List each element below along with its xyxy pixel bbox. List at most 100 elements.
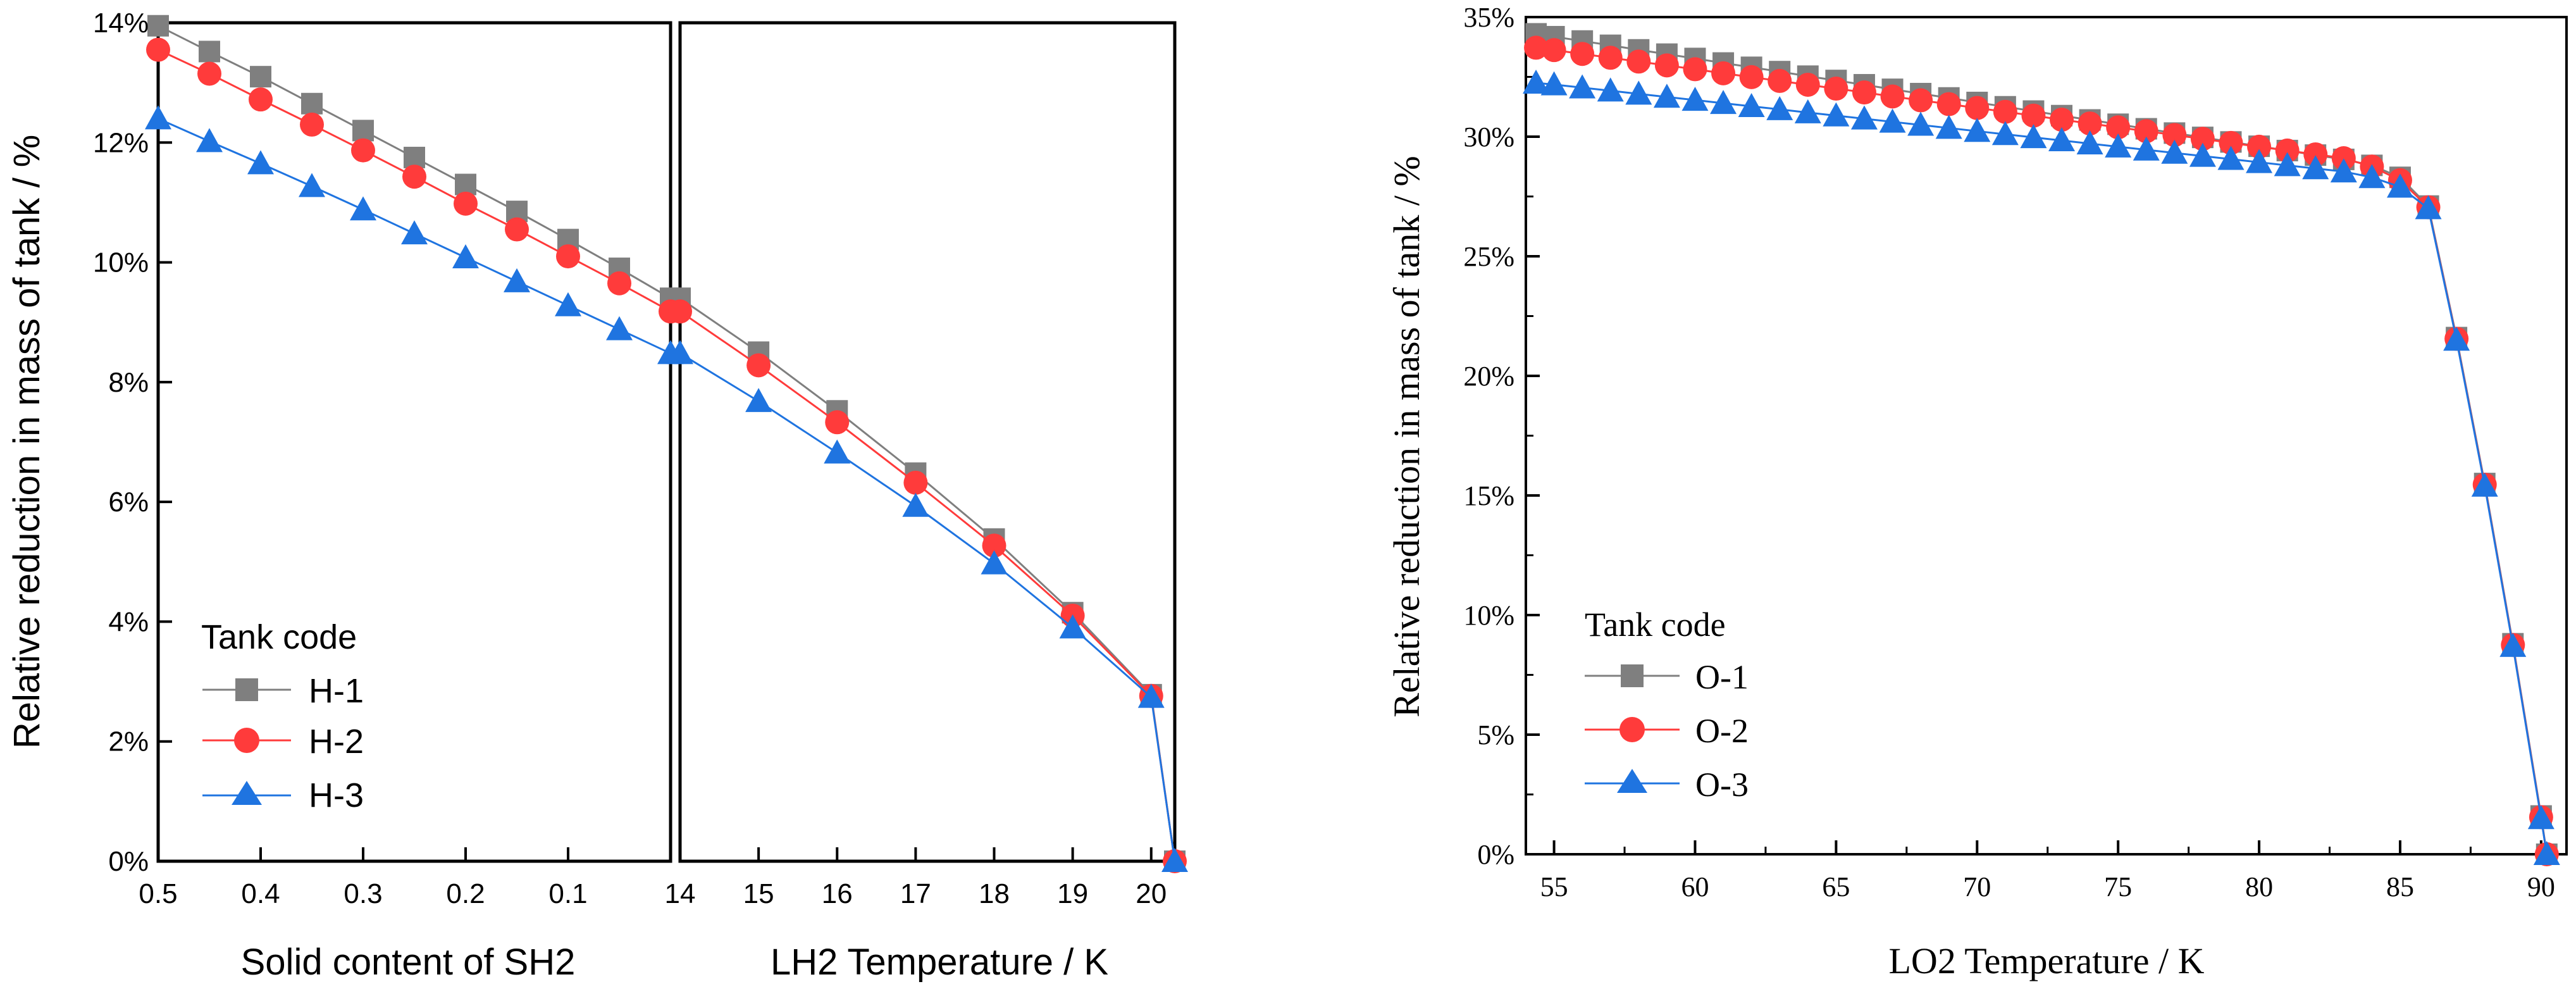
y-tick-label: 0% xyxy=(1477,839,1514,870)
data-point-o2-70 xyxy=(1965,96,1990,120)
data-point-o2-78 xyxy=(2190,127,2215,151)
x-tick-label: 60 xyxy=(1681,871,1709,902)
data-point-o3-86 xyxy=(2415,195,2442,220)
data-point-o2-56 xyxy=(1570,42,1595,66)
x-tick-label: 80 xyxy=(2245,871,2273,902)
legend-marker-square xyxy=(235,678,258,701)
legend-label-h1: H-1 xyxy=(309,672,364,710)
data-point-o2-64 xyxy=(1795,72,1820,97)
data-point-h1-0_35 xyxy=(301,92,323,115)
x-tick-label: 85 xyxy=(2386,871,2414,902)
data-point-h2-0_05 xyxy=(607,271,631,296)
legend-item-o2: O-2 xyxy=(1585,712,1749,750)
plot-frame-right-panel xyxy=(678,21,1177,863)
data-point-o3-60 xyxy=(1681,87,1709,111)
y-tick-label: 2% xyxy=(108,726,149,757)
data-point-o3-61 xyxy=(1710,90,1737,115)
data-point-h2-16 xyxy=(825,410,850,435)
y-tick-label: 15% xyxy=(1463,480,1514,511)
x-tick-label: 55 xyxy=(1540,871,1568,902)
legend-title: Tank code xyxy=(1585,606,1726,644)
data-point-o3-81 xyxy=(2274,152,2301,177)
data-point-o3-84 xyxy=(2358,164,2386,189)
data-point-h2-15 xyxy=(746,353,771,378)
x-tick-label: 0.4 xyxy=(241,878,280,909)
data-point-o3-64 xyxy=(1794,99,1821,123)
x-tick-label: 20 xyxy=(1136,878,1167,909)
legend: Tank code H-1 H-2 H-3 xyxy=(201,618,364,814)
data-point-o3-87 xyxy=(2443,327,2470,351)
y-tick-label: 12% xyxy=(93,127,149,158)
legend-label-h2: H-2 xyxy=(309,723,364,761)
y-tick-label: 6% xyxy=(108,487,149,518)
x-tick-label: 18 xyxy=(979,878,1010,909)
data-point-h2-0_35 xyxy=(300,112,324,137)
axis-ticks xyxy=(157,22,1153,862)
legend-item-o1: O-1 xyxy=(1585,658,1749,696)
data-point-h3-0_3 xyxy=(350,196,376,221)
data-point-h3-20 xyxy=(1137,683,1165,708)
x-tick-label: 0.1 xyxy=(548,878,587,909)
x-tick-label: 16 xyxy=(822,878,853,909)
data-point-o3-85 xyxy=(2386,173,2413,198)
x-tick-label: 90 xyxy=(2527,871,2555,902)
data-point-o3-77 xyxy=(2161,139,2188,164)
data-point-o2-61 xyxy=(1711,61,1736,85)
data-point-o2-77 xyxy=(2162,123,2187,147)
y-tick-label: 35% xyxy=(1463,2,1514,33)
data-point-o2-66 xyxy=(1852,80,1876,105)
data-point-h3-15 xyxy=(745,388,772,413)
data-point-h3-0_05 xyxy=(606,316,633,340)
legend-marker-square xyxy=(1621,664,1644,687)
data-point-h2-18 xyxy=(982,533,1006,558)
data-point-o2-75 xyxy=(2106,115,2131,140)
data-point-h2-0_2 xyxy=(454,191,478,216)
tick-labels: 0% 2% 4% 6% 8% 10% 12% 14% 0.5 0.4 0.3 0.2 0.1 14 15 16… xyxy=(93,8,1167,909)
x-tick-label: 0.5 xyxy=(139,878,177,909)
data-point-o3-90 xyxy=(2527,805,2554,830)
x-tick-label: 65 xyxy=(1822,871,1850,902)
data-point-h3-19 xyxy=(1059,614,1086,638)
x-axis-title-solid-content: Solid content of SH2 xyxy=(241,942,576,983)
hydrogen-tank-chart: 0% 2% 4% 6% 8% 10% 12% 14% 0.5 0.4 0.3 0.2 0.1 14 15 16… xyxy=(6,8,1188,983)
legend-label-o1: O-1 xyxy=(1695,658,1749,696)
data-point-o2-76 xyxy=(2134,119,2158,144)
legend-label-h3: H-3 xyxy=(309,776,364,814)
data-point-o2-68 xyxy=(1909,88,1933,113)
data-point-h2-0_4 xyxy=(249,87,273,112)
data-point-h3-0_2 xyxy=(452,244,479,268)
data-point-o3-59 xyxy=(1653,84,1680,108)
data-point-o3-79 xyxy=(2217,146,2245,170)
data-point-h1-0_4 xyxy=(250,66,271,88)
data-point-o2-67 xyxy=(1880,84,1905,109)
data-point-o2-81 xyxy=(2275,138,2300,163)
y-tick-label: 20% xyxy=(1463,361,1514,392)
oxygen-tank-chart: 0% 5% 10% 15% 20% 25% 30% 35% 55 60 65 70 75 80 85 90 R… xyxy=(1386,2,2568,981)
data-series xyxy=(1523,23,2560,866)
data-point-h2-0_5 xyxy=(146,37,170,62)
y-tick-label: 14% xyxy=(93,8,149,39)
data-point-o3-76 xyxy=(2133,136,2160,161)
data-point-o2-57 xyxy=(1598,46,1623,70)
data-point-o3-88 xyxy=(2471,472,2498,497)
data-point-o2-69 xyxy=(1936,92,1961,116)
data-point-h2-17 xyxy=(903,470,928,495)
legend-marker-circle xyxy=(1619,717,1645,742)
data-point-o3-80 xyxy=(2246,149,2273,173)
data-point-h2-14 xyxy=(668,299,692,324)
data-point-o2-72 xyxy=(2021,103,2046,128)
data-point-o3-58 xyxy=(1625,80,1652,105)
data-point-h3-0_25 xyxy=(401,220,428,245)
data-point-h3-0_15 xyxy=(504,268,530,292)
data-point-o3-57 xyxy=(1597,77,1624,102)
data-point-o3-55 xyxy=(1540,71,1568,96)
y-tick-label: 5% xyxy=(1477,719,1514,750)
x-tick-label: 14 xyxy=(665,878,696,909)
plot-frame-left-panel xyxy=(156,21,672,863)
data-point-o2-80 xyxy=(2247,134,2272,159)
data-point-o2-71 xyxy=(1993,99,2017,124)
data-point-o3-78 xyxy=(2189,142,2216,167)
data-point-h3-16 xyxy=(824,439,851,464)
y-tick-label: 8% xyxy=(108,367,149,398)
data-point-o3-54_36 xyxy=(1523,69,1550,94)
